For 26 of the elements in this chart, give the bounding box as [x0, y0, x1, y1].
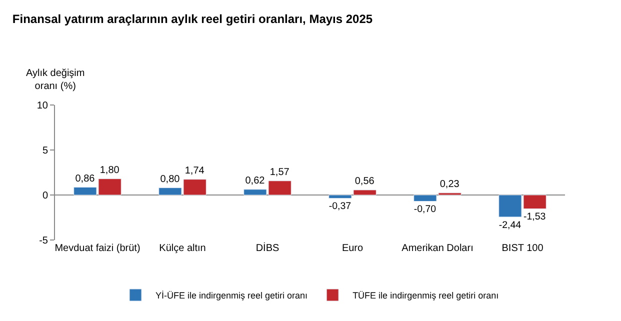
legend-label: Yİ-ÜFE ile indirgenmiş reel getiri oranı	[156, 290, 308, 301]
data-label: 0,23	[440, 178, 460, 190]
data-label: -2,44	[498, 220, 522, 231]
data-label: 0,56	[354, 176, 375, 187]
x-tick-label: Amerikan Doları	[402, 243, 474, 254]
y-tick-label: 5	[42, 146, 48, 156]
y-tick-label: -5	[39, 236, 48, 246]
data-label: 1,57	[270, 166, 290, 178]
y-tick-label: 0	[42, 190, 48, 202]
y-axis-title: Aylık değişim oranı (%)	[26, 68, 85, 92]
data-label: 1,74	[184, 165, 205, 176]
x-tick-label: DİBS	[256, 242, 280, 254]
legend-label: TÜFE ile indirgenmiş reel getiri oranı	[352, 290, 499, 301]
data-label: 0,80	[160, 174, 180, 185]
data-label: -0,37	[328, 201, 352, 212]
x-tick-label: Euro	[342, 243, 364, 254]
data-label: -0,70	[414, 204, 437, 216]
x-tick-label: BIST 100	[502, 243, 544, 254]
y-tick-label: 10	[36, 100, 48, 112]
data-label: -1,53	[523, 212, 546, 223]
chart-title: Finansal yatırım araçlarının aylık reel getiri oranları, Mayıs 2025	[12, 12, 373, 26]
data-label: 0,86	[75, 173, 96, 184]
x-tick-label: Külçe altın	[159, 243, 206, 254]
data-label: 1,80	[100, 164, 120, 176]
data-label: 0,62	[245, 175, 266, 186]
x-tick-label: Mevduat faizi (brüt)	[54, 243, 140, 254]
